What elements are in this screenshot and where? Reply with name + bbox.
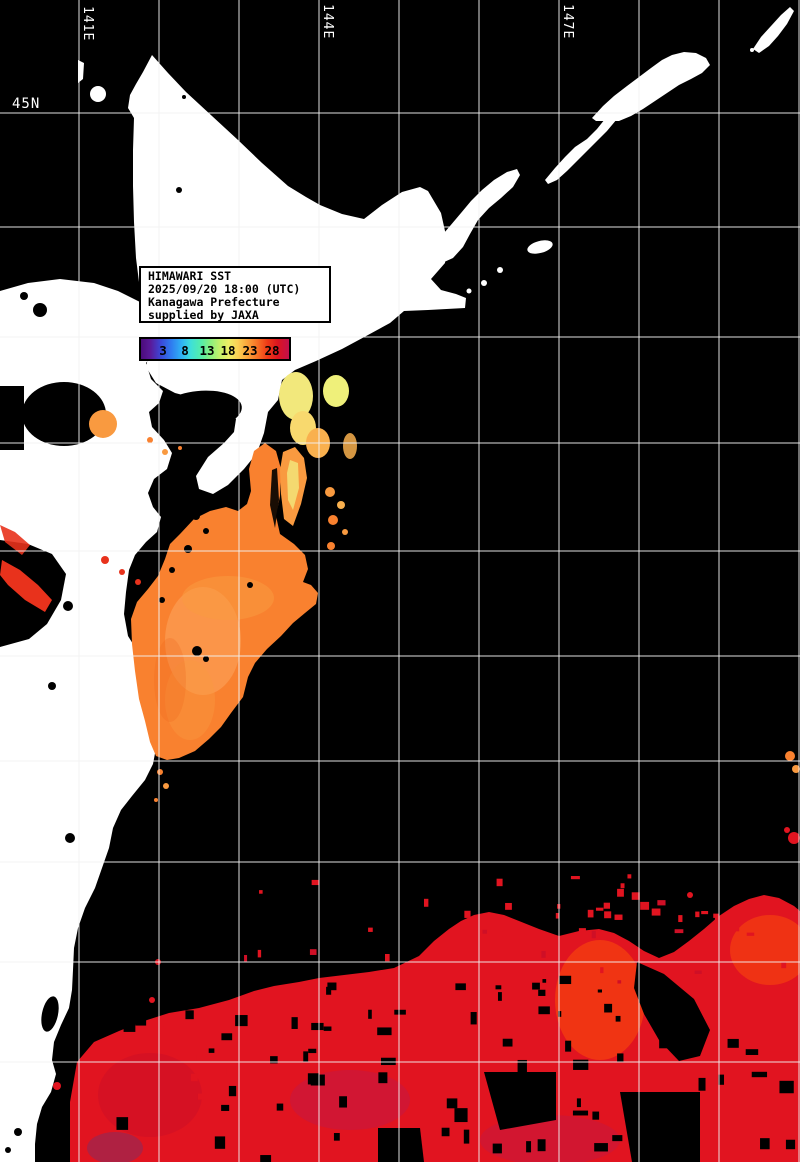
legend-box: HIMAWARI SST 2025/09/20 18:00 (UTC) Kana…	[139, 266, 331, 323]
colorbar-tick-13: 13	[199, 343, 214, 358]
islet	[337, 223, 343, 229]
sea-holes-layer	[0, 95, 242, 1153]
clear-sea-gap	[22, 382, 106, 446]
sst-red-streak	[0, 560, 52, 612]
islet	[330, 215, 336, 221]
colorbar: 3 8 13 18 23 28	[139, 337, 291, 361]
colorbar-tick-3: 3	[159, 343, 167, 358]
islet	[497, 267, 503, 273]
legend-frame	[139, 266, 331, 323]
islet	[90, 86, 106, 102]
islet	[335, 273, 341, 279]
islet	[345, 231, 349, 235]
colorbar-tick-8: 8	[181, 343, 189, 358]
colorbar-tick-28: 28	[264, 343, 279, 358]
islet	[450, 295, 454, 299]
legend-line-owner: Kanagawa Prefecture	[148, 295, 280, 309]
lon-label-141e: 141E	[80, 6, 95, 41]
islet	[332, 288, 336, 292]
islet	[58, 488, 66, 496]
longitude-labels: 141E 144E 147E	[80, 4, 575, 41]
legend-line-source: supplied by JAXA	[148, 308, 259, 322]
sst-orange-layer	[0, 372, 800, 802]
lat-label-45n: 45N	[12, 96, 40, 112]
urup-island	[592, 52, 710, 121]
uchiura-bay	[156, 390, 242, 432]
legend-line-datetime: 2025/09/20 18:00 (UTC)	[148, 282, 300, 296]
shikotan-island	[527, 240, 553, 254]
latitude-labels: 45N	[12, 96, 40, 112]
islet	[481, 280, 487, 286]
lon-label-147e: 147E	[560, 4, 575, 39]
legend-line-title: HIMAWARI SST	[148, 269, 231, 283]
kunashiri-island	[431, 169, 520, 263]
islet	[331, 259, 337, 265]
islet	[750, 48, 754, 52]
islet	[83, 530, 89, 536]
islet	[466, 288, 472, 294]
colorbar-tick-18: 18	[220, 343, 235, 358]
colorbar-tick-23: 23	[242, 343, 257, 358]
iturup-island	[545, 112, 617, 184]
mutsu-bay	[41, 996, 59, 1032]
colorbar-gradient-bar	[139, 337, 291, 361]
west-cloud-mass	[0, 279, 172, 1162]
lon-label-144e: 144E	[320, 4, 335, 39]
sst-yellow-patch	[279, 372, 313, 420]
sst-noise-layer	[116, 874, 796, 1162]
kuril-sliver	[753, 7, 794, 53]
